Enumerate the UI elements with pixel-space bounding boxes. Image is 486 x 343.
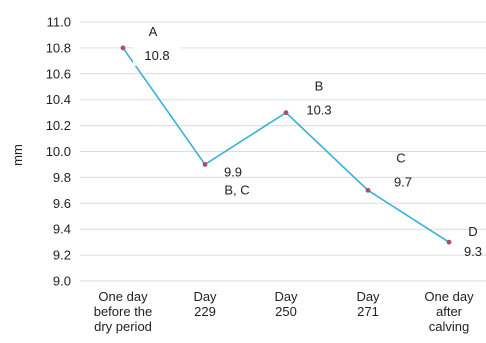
y-tick-label: 9.8 [53, 170, 71, 185]
x-category-label-line: Day [356, 289, 380, 304]
y-tick-label: 9.4 [53, 222, 71, 237]
data-label-letter: D [468, 224, 477, 239]
x-category-label-line: dry period [94, 319, 152, 334]
data-label-value: 9.7 [394, 174, 412, 189]
x-category-label-line: calving [429, 319, 469, 334]
y-axis-label: mm [10, 144, 25, 166]
data-point [283, 110, 289, 116]
x-category-label-line: One day [424, 289, 474, 304]
data-point [202, 162, 208, 167]
y-tick-labels: 9.0 9.2 9.4 9.6 9.8 10.0 10.2 10.4 10.6 10.8 11.0 [46, 15, 71, 289]
x-category-label-line: 271 [357, 304, 379, 319]
x-category-label-line: 229 [194, 304, 216, 319]
data-label-letter: A [149, 24, 158, 39]
y-tick-label: 9.2 [53, 248, 71, 263]
y-tick-label: 10.8 [46, 40, 71, 55]
gridlines [80, 21, 486, 282]
data-point [365, 187, 371, 193]
data-label-background [133, 45, 181, 66]
y-tick-label: 10.2 [46, 118, 71, 133]
data-label-letter: B [315, 79, 324, 94]
data-label-letter: B, C [224, 182, 249, 197]
data-label-value: 10.8 [144, 48, 169, 63]
data-label-letter: C [396, 150, 405, 165]
y-tick-label: 10.0 [46, 144, 71, 159]
y-tick-label: 9.0 [53, 274, 71, 289]
y-tick-label: 10.6 [46, 66, 71, 81]
data-point [446, 239, 452, 245]
data-label-value: 10.3 [306, 103, 331, 118]
x-category-label-line: 250 [275, 304, 297, 319]
data-labels: A 10.8 B, C 9.9 B 10.3 C 9.7 D 9.3 [133, 24, 482, 259]
y-tick-label: 10.4 [46, 92, 71, 107]
data-label-value: 9.3 [464, 244, 482, 259]
x-category-label-line: Day [274, 289, 298, 304]
y-tick-label: 9.6 [53, 196, 71, 211]
x-category-label-line: Day [193, 289, 217, 304]
x-category-label-line: after [436, 304, 463, 319]
x-category-label-line: One day [98, 289, 148, 304]
data-label-value: 9.9 [224, 164, 242, 179]
series-line [122, 47, 450, 243]
data-points [120, 45, 452, 245]
x-category-label-line: before the [94, 304, 153, 319]
y-tick-label: 11.0 [47, 15, 71, 30]
data-point [120, 45, 126, 51]
